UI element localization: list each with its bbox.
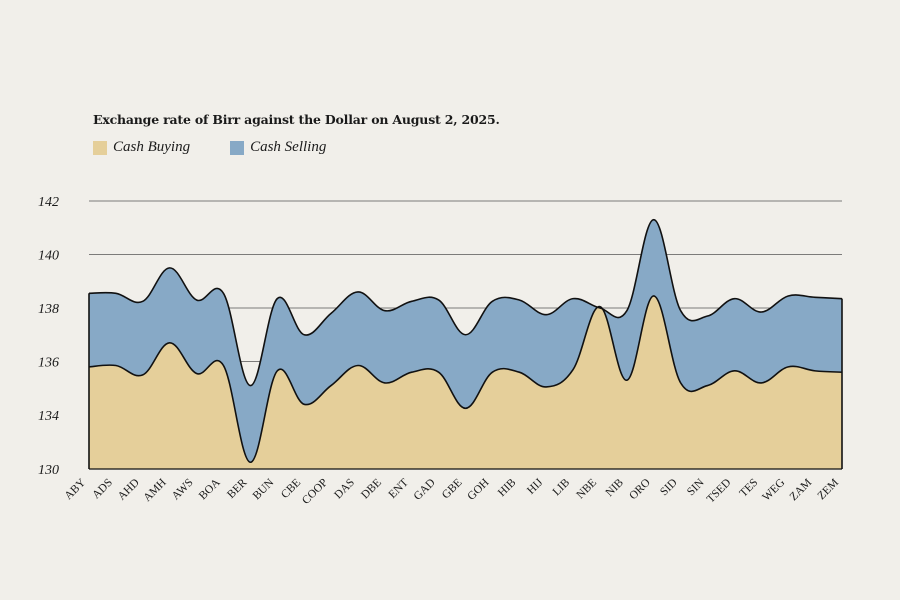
x-tick-label-ZAM: ZAM xyxy=(788,477,815,504)
legend-item-cash-selling: Cash Selling xyxy=(230,139,326,156)
x-tick-label-BOA: BOA xyxy=(197,476,223,502)
y-tick-label: 142 xyxy=(38,195,59,210)
area-cash-buying xyxy=(89,295,842,469)
legend-swatch-cash-buying xyxy=(93,140,107,155)
chart-title: Exchange rate of Birr against the Dollar… xyxy=(93,112,500,127)
x-tick-label-GOH: GOH xyxy=(465,477,491,503)
x-tick-label-AMH: AMH xyxy=(141,477,168,504)
x-tick-label-DAS: DAS xyxy=(332,477,357,502)
x-tick-label-CBE: CBE xyxy=(279,477,303,501)
line-cash-buying xyxy=(88,295,843,464)
x-tick-label-SIN: SIN xyxy=(685,476,707,498)
y-tick-label: 138 xyxy=(38,302,59,317)
x-tick-label-ABY: ABY xyxy=(62,476,88,502)
legend-label-cash-selling: Cash Selling xyxy=(250,139,327,155)
series-areas xyxy=(88,218,843,470)
legend-item-cash-buying: Cash Buying xyxy=(93,139,190,156)
x-tick-label-BER: BER xyxy=(225,476,250,501)
x-tick-label-HIJ: HIJ xyxy=(525,476,546,497)
y-axis-ticks: 130 134 136 138 140 142 xyxy=(38,195,59,478)
x-tick-label-ZEM: ZEM xyxy=(815,477,841,503)
y-tick-label: 134 xyxy=(38,409,59,424)
x-tick-label-TES: TES xyxy=(737,477,760,500)
x-tick-label-TSED: TSED xyxy=(705,477,734,506)
x-tick-label-AWS: AWS xyxy=(170,477,196,503)
y-tick-label: 136 xyxy=(38,356,59,371)
x-tick-label-ENT: ENT xyxy=(387,477,411,501)
x-tick-label-HIB: HIB xyxy=(496,476,519,499)
x-tick-label-DBE: DBE xyxy=(359,477,384,502)
x-tick-label-ORO: ORO xyxy=(627,477,653,503)
x-tick-label-LIB: LIB xyxy=(551,476,573,498)
x-tick-label-AHD: AHD xyxy=(116,477,142,503)
y-tick-label: 130 xyxy=(38,463,59,478)
line-cash-selling xyxy=(88,218,843,387)
x-tick-label-NIB: NIB xyxy=(603,476,626,499)
x-tick-label-BUN: BUN xyxy=(251,476,277,502)
legend-label-cash-buying: Cash Buying xyxy=(113,139,191,155)
x-tick-label-WEG: WEG xyxy=(760,477,787,504)
x-tick-label-GAD: GAD xyxy=(412,477,438,503)
x-tick-label-NBE: NBE xyxy=(574,477,599,502)
legend-swatch-cash-selling xyxy=(230,140,245,155)
x-tick-label-COOP: COOP xyxy=(300,477,330,507)
y-tick-label: 140 xyxy=(38,249,59,264)
legend: Cash Buying Cash Selling xyxy=(93,139,366,156)
x-tick-label-ADS: ADS xyxy=(90,477,115,502)
x-tick-label-SID: SID xyxy=(658,477,680,499)
x-tick-label-GBE: GBE xyxy=(440,477,465,502)
